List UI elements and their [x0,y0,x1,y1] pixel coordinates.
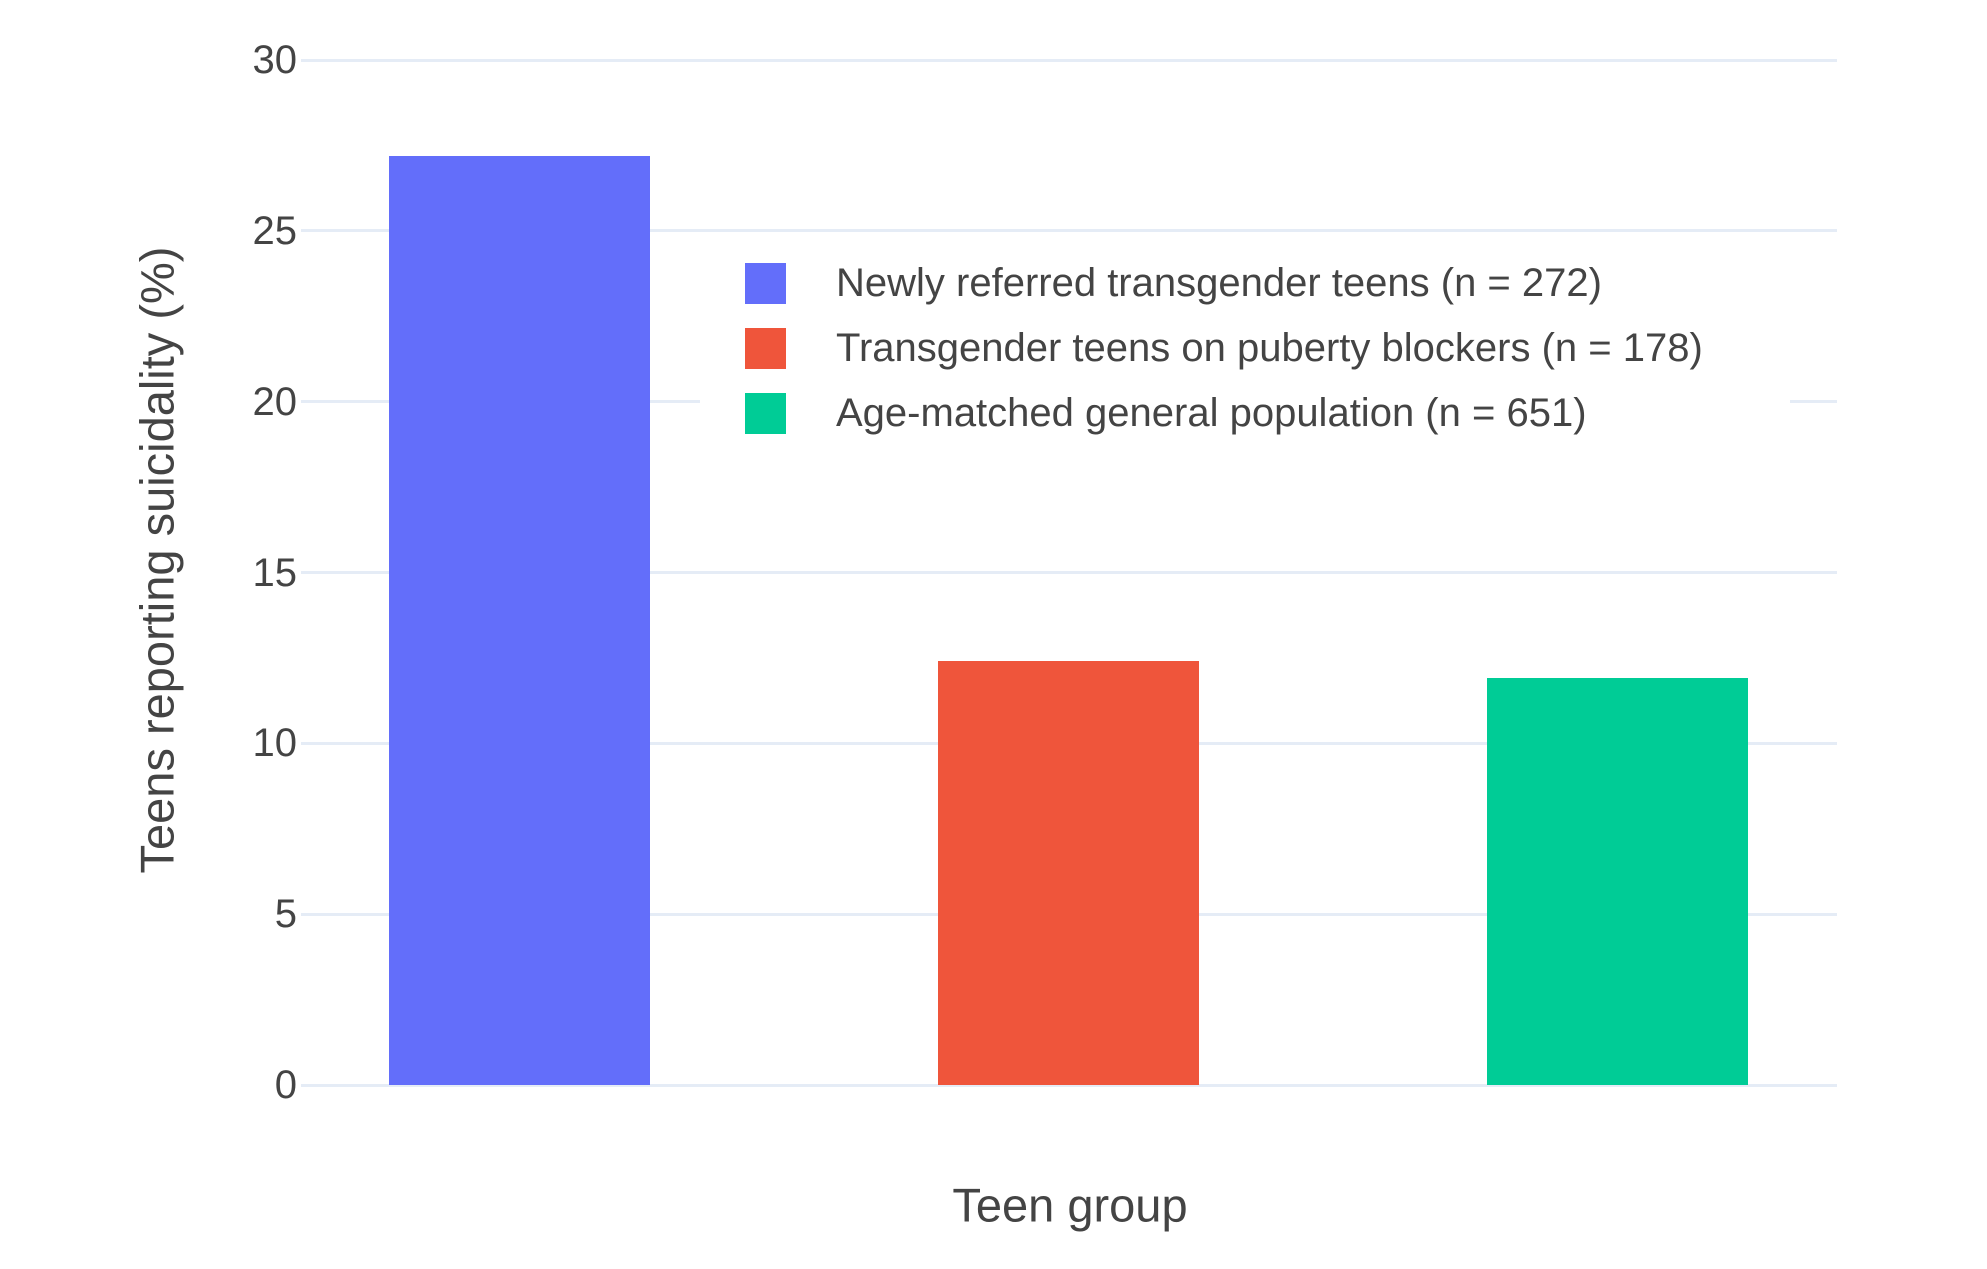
legend-item-label: Transgender teens on puberty blockers (n… [836,326,1703,370]
legend-item-newly-referred: Newly referred transgender teens (n = 27… [700,251,1790,316]
legend-item-label: Newly referred transgender teens (n = 27… [836,261,1602,305]
bar-puberty-blockers [938,661,1199,1085]
gridline [301,1083,1837,1087]
x-axis-title: Teen group [952,1178,1188,1232]
y-tick-label: 30 [252,38,298,82]
y-tick-label: 5 [274,892,297,937]
legend-color-swatch-icon [745,328,786,369]
legend: Newly referred transgender teens (n = 27… [700,251,1790,446]
legend-item-general-population: Age-matched general population (n = 651) [700,381,1790,446]
gridline [301,571,1837,574]
y-axis-title: Teens reporting suicidality (%) [130,246,184,874]
legend-color-swatch-icon [745,263,786,304]
legend-item-puberty-blockers: Transgender teens on puberty blockers (n… [700,316,1790,381]
bar-newly-referred [389,155,650,1085]
y-tick-label: 10 [252,721,298,766]
y-tick-label: 15 [252,550,298,595]
bar-general-population [1487,678,1748,1085]
legend-item-label: Age-matched general population (n = 651) [836,391,1587,435]
gridline [301,229,1837,233]
y-tick-label: 0 [274,1063,297,1107]
gridline [301,58,1837,62]
y-tick-label: 20 [252,379,298,424]
y-tick-label: 25 [252,208,298,253]
legend-color-swatch-icon [745,393,786,434]
